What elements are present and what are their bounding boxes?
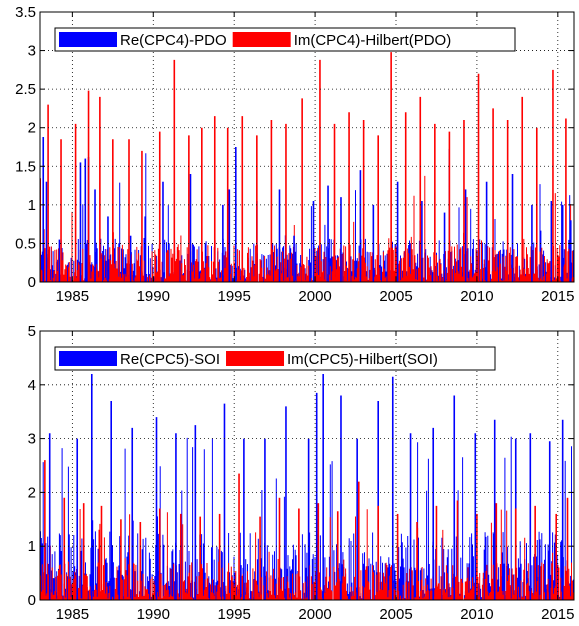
legend-swatch-2 — [226, 351, 285, 366]
legend-swatch-1 — [59, 351, 117, 366]
x-tick-label: 2005 — [379, 606, 412, 623]
y-tick-label: 3 — [28, 43, 36, 60]
legend-label-2: Im(CPC5)-Hilbert(SOI) — [287, 351, 438, 368]
y-tick-label: 1 — [28, 197, 36, 214]
x-tick-label: 1985 — [56, 606, 89, 623]
y-tick-label: 3.5 — [15, 4, 36, 21]
y-tick-label: 3 — [28, 431, 36, 448]
x-tick-label: 2000 — [298, 606, 331, 623]
x-tick-label: 1990 — [137, 288, 170, 305]
legend-label-2: Im(CPC4)-Hilbert(PDO) — [294, 32, 452, 49]
chart-panel-1: 1985 1990 1995 2000 2005 2010 2015 0 0.5 1 1.5 2 2.5… — [15, 4, 574, 305]
legend: Re(CPC4)-PDO Im(CPC4)-Hilbert(PDO) — [54, 27, 516, 52]
legend-swatch-2 — [232, 32, 291, 47]
axes-box — [39, 330, 575, 601]
x-tick-label: 2005 — [379, 288, 412, 305]
x-tick-label: 1995 — [217, 288, 250, 305]
legend-swatch-1 — [59, 32, 117, 47]
x-tick-label: 2000 — [298, 288, 331, 305]
y-tick-label: 5 — [28, 323, 36, 340]
y-tick-label: 1.5 — [15, 158, 36, 175]
y-tick-label: 0.5 — [15, 235, 36, 252]
y-tick-label: 0 — [28, 592, 36, 609]
x-tick-label: 1995 — [217, 606, 250, 623]
legend-label-1: Re(CPC5)-SOI — [120, 351, 220, 368]
x-tick-label: 1985 — [56, 288, 89, 305]
legend: Re(CPC5)-SOI Im(CPC5)-Hilbert(SOI) — [54, 346, 496, 371]
y-tick-label: 4 — [28, 377, 36, 394]
axes-box — [39, 11, 575, 283]
x-tick-label: 2015 — [541, 606, 574, 623]
y-tick-label: 2.5 — [15, 81, 36, 98]
y-tick-label: 1 — [28, 538, 36, 555]
x-tick-label: 2015 — [541, 288, 574, 305]
x-tick-label: 2010 — [460, 606, 493, 623]
x-tick-label: 1990 — [137, 606, 170, 623]
y-tick-label: 2 — [28, 484, 36, 501]
legend-label-1: Re(CPC4)-PDO — [120, 32, 227, 49]
chart-panel-2: 1985 1990 1995 2000 2005 2010 2015 0 1 2 3 4 5 Re(CPC… — [28, 323, 575, 623]
x-tick-label: 2010 — [460, 288, 493, 305]
y-tick-label: 0 — [28, 274, 36, 291]
y-tick-label: 2 — [28, 120, 36, 137]
